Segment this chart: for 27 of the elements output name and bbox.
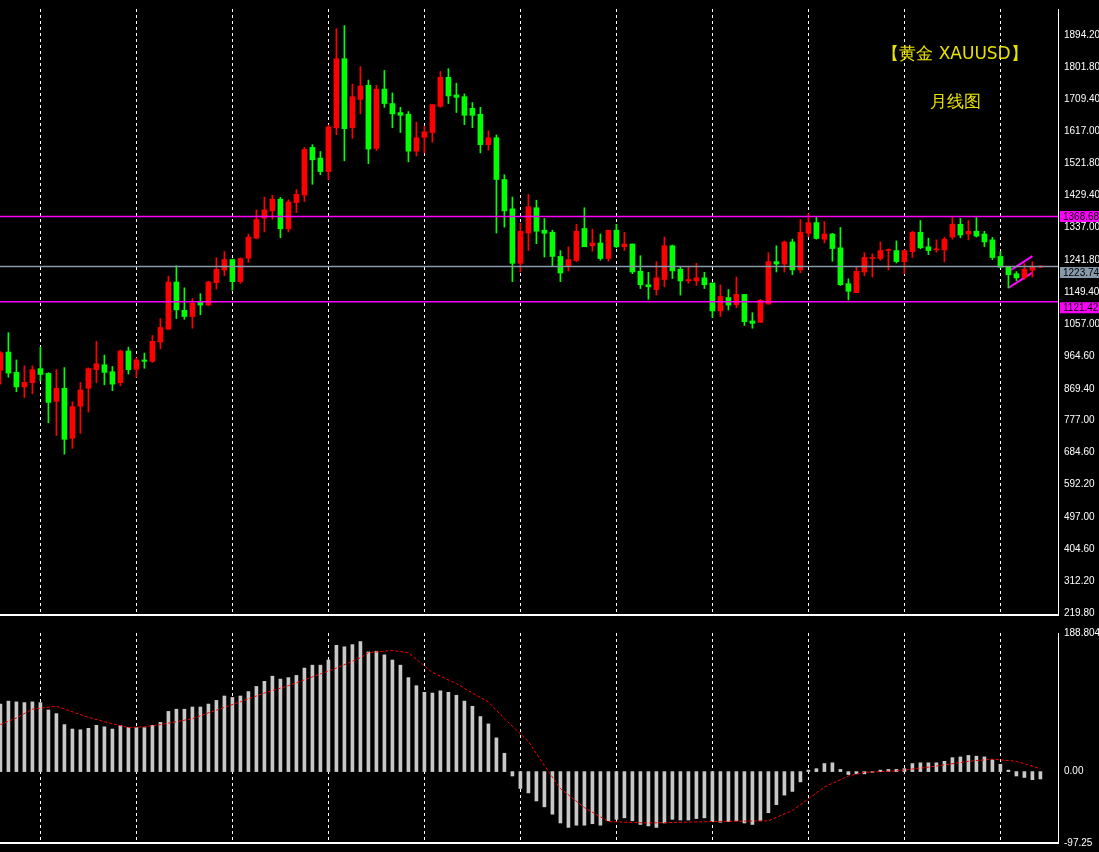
y-tick-label: 219.80 xyxy=(1064,606,1096,618)
y-tick-label: 1801.80 xyxy=(1064,60,1099,72)
ref-line-label: 1368.68 xyxy=(1063,210,1099,222)
ref-line-label: 1121.42 xyxy=(1063,302,1099,314)
y-tick-label: -97.25 xyxy=(1064,836,1093,848)
y-tick-label: 592.20 xyxy=(1064,478,1096,490)
y-tick-label: 1057.00 xyxy=(1064,317,1099,329)
y-tick-label: 777.00 xyxy=(1064,414,1096,426)
y-tick-label: 312.20 xyxy=(1064,574,1096,586)
y-tick-label: 1241.80 xyxy=(1064,254,1099,266)
ref-line-label: 1223.74 xyxy=(1063,266,1099,278)
text: 月线图 xyxy=(929,91,981,111)
y-tick-label: 1521.80 xyxy=(1064,157,1099,169)
y-tick-label: 684.60 xyxy=(1064,446,1096,458)
y-tick-label: 497.00 xyxy=(1064,511,1096,523)
y-tick-label: 1149.40 xyxy=(1064,285,1099,297)
y-tick-label: 869.40 xyxy=(1064,382,1096,394)
y-tick-label: 1337.00 xyxy=(1064,221,1099,233)
y-tick-label: 1894.20 xyxy=(1064,28,1099,40)
y-tick-label: 964.60 xyxy=(1064,349,1096,361)
text: 【黄金 XAUUSD】 xyxy=(882,43,1028,63)
y-tick-label: 188.804 xyxy=(1064,626,1099,638)
y-tick-label: 1429.40 xyxy=(1064,189,1099,201)
y-tick-label: 1617.00 xyxy=(1064,124,1099,136)
y-tick-label: 404.60 xyxy=(1064,542,1096,554)
y-tick-label: 0.00 xyxy=(1064,765,1084,777)
y-tick-label: 1709.40 xyxy=(1064,92,1099,104)
